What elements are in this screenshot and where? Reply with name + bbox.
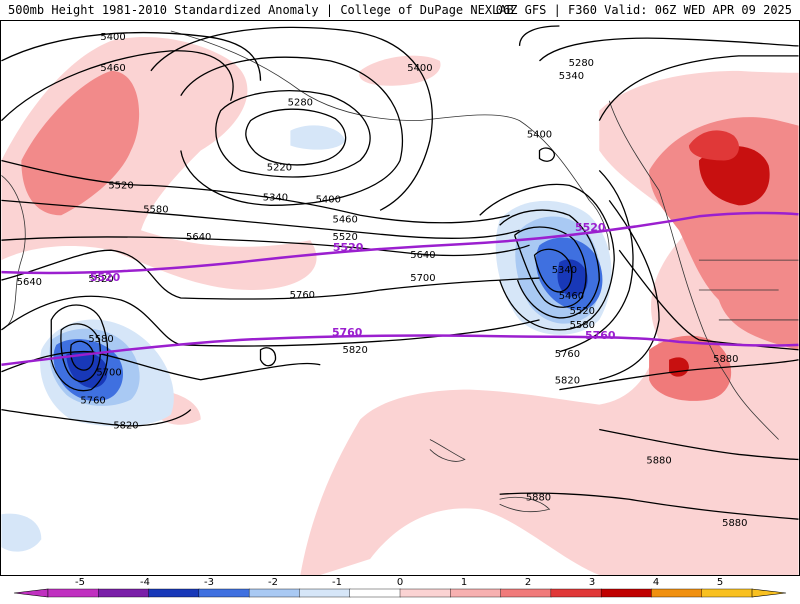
contour-label: 5400 — [407, 63, 432, 74]
contour-label: 5280 — [288, 98, 313, 109]
colorbar-swatch — [701, 588, 753, 598]
contour-label: 5340 — [559, 71, 584, 82]
contour-label: 5760 — [290, 290, 315, 301]
colorbar-swatch — [450, 588, 502, 598]
colorbar-right-arrow — [751, 588, 787, 598]
contour-label: 5820 — [113, 421, 138, 432]
reference-label: 5520 — [333, 241, 364, 254]
contour-label: 5520 — [333, 232, 358, 243]
title-bar: 500mb Height 1981-2010 Standardized Anom… — [0, 0, 800, 20]
contour-label: 5640 — [410, 250, 435, 261]
anomaly-map: 5400 5460 5520 5580 5640 5640 5520 5580 … — [0, 20, 800, 576]
colorbar-swatch — [550, 588, 602, 598]
colorbar-tick: -1 — [332, 577, 342, 588]
contour-label: 5580 — [143, 204, 168, 215]
colorbar-tick: -4 — [140, 577, 150, 588]
contour-label: 5460 — [559, 291, 584, 302]
reference-label: 5760 — [332, 326, 363, 339]
colorbar-swatch — [248, 588, 301, 598]
coastlines — [1, 30, 799, 513]
colorbar-swatch — [349, 588, 401, 598]
colorbar-tick: 0 — [397, 577, 403, 588]
colorbar-swatch — [98, 588, 150, 598]
colorbar-tick: 2 — [525, 577, 531, 588]
colorbar-swatch — [500, 588, 552, 598]
colorbar-tick: -2 — [268, 577, 278, 588]
reference-labels: 5520 5520 5520 5760 5760 — [90, 221, 616, 342]
colorbar-left-arrow — [13, 588, 49, 598]
contour-label: 5460 — [333, 214, 358, 225]
colorbar-tick: 4 — [653, 577, 659, 588]
colorbar-swatch — [47, 588, 99, 598]
contour-label: 5700 — [96, 368, 121, 379]
contour-label: 5580 — [570, 320, 595, 331]
map-canvas: 5400 5460 5520 5580 5640 5640 5520 5580 … — [1, 25, 799, 575]
colorbar-tick: -5 — [75, 577, 85, 588]
contour-label: 5220 — [267, 162, 292, 173]
contour-label: 5880 — [713, 354, 738, 365]
model-run-info: 06Z GFS | F360 Valid: 06Z WED APR 09 202… — [495, 3, 792, 17]
colorbar-ticks: -5 -4 -3 -2 -1 0 1 2 3 4 5 — [75, 577, 723, 588]
reference-label: 5760 — [585, 329, 616, 342]
contour-label: 5520 — [88, 274, 113, 285]
contour-label: 5640 — [186, 232, 211, 243]
colorbar-swatches — [13, 588, 787, 598]
contour-label: 5400 — [100, 32, 125, 43]
positive-anomaly-shading — [1, 37, 799, 575]
contour-label: 5880 — [646, 455, 671, 466]
contour-label: 5880 — [526, 492, 551, 503]
contour-label: 5580 — [88, 334, 113, 345]
colorbar-swatch — [651, 588, 703, 598]
contour-label: 5700 — [410, 273, 435, 284]
contour-label: 5520 — [570, 306, 595, 317]
contour-label: 5280 — [569, 58, 594, 69]
negative-anomaly-shading — [40, 125, 612, 427]
colorbar-swatch — [399, 588, 451, 598]
contour-label: 5880 — [722, 518, 747, 529]
colorbar-swatch — [148, 588, 200, 598]
contour-label: 5340 — [263, 192, 288, 203]
contour-label: 5820 — [342, 345, 367, 356]
colorbar-tick: 5 — [717, 577, 723, 588]
contour-label: 5820 — [555, 376, 580, 387]
contour-label: 5760 — [80, 396, 105, 407]
contour-label: 5400 — [527, 130, 552, 141]
colorbar-swatch — [299, 588, 351, 598]
reference-label: 5520 — [90, 271, 121, 284]
reference-height-lines — [1, 211, 799, 366]
contour-label: 5400 — [316, 194, 341, 205]
product-title: 500mb Height 1981-2010 Standardized Anom… — [8, 3, 514, 17]
reference-label: 5520 — [575, 221, 606, 234]
colorbar-swatch — [600, 588, 653, 598]
contour-label: 5520 — [108, 180, 133, 191]
colorbar: -5 -4 -3 -2 -1 0 1 2 3 4 5 — [0, 576, 800, 600]
colorbar-tick: 1 — [461, 577, 467, 588]
colorbar-tick: 3 — [589, 577, 595, 588]
colorbar-tick: -3 — [204, 577, 214, 588]
contour-label: 5340 — [552, 265, 577, 276]
contour-label: 5640 — [17, 277, 42, 288]
contour-label: 5460 — [100, 63, 125, 74]
contour-label: 5760 — [555, 349, 580, 360]
colorbar-swatch — [198, 588, 250, 598]
contour-labels: 5400 5460 5520 5580 5640 5640 5520 5580 … — [17, 32, 748, 529]
